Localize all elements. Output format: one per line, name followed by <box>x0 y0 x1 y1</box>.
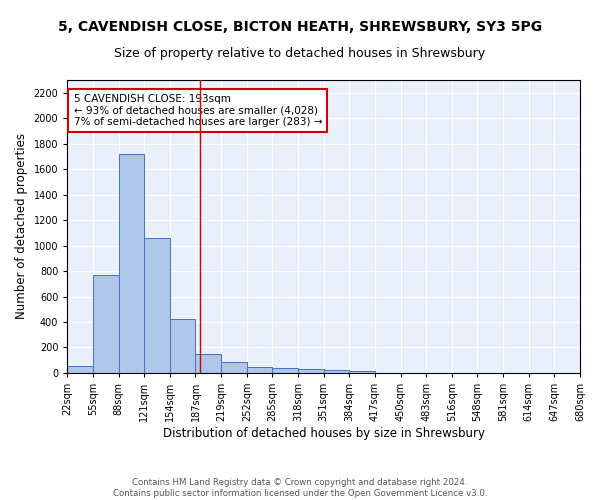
Bar <box>323 370 349 373</box>
Bar <box>349 370 375 373</box>
Bar <box>67 366 93 373</box>
Bar <box>298 369 323 373</box>
Text: Contains HM Land Registry data © Crown copyright and database right 2024.
Contai: Contains HM Land Registry data © Crown c… <box>113 478 487 498</box>
Y-axis label: Number of detached properties: Number of detached properties <box>15 134 28 320</box>
Bar <box>170 320 196 373</box>
Bar <box>221 362 247 373</box>
Bar <box>93 275 119 373</box>
Text: 5 CAVENDISH CLOSE: 193sqm
← 93% of detached houses are smaller (4,028)
7% of sem: 5 CAVENDISH CLOSE: 193sqm ← 93% of detac… <box>74 94 322 127</box>
Bar <box>272 368 298 373</box>
Bar <box>144 238 170 373</box>
Bar <box>196 354 221 373</box>
Bar <box>119 154 144 373</box>
Text: Size of property relative to detached houses in Shrewsbury: Size of property relative to detached ho… <box>115 48 485 60</box>
Bar <box>247 367 272 373</box>
X-axis label: Distribution of detached houses by size in Shrewsbury: Distribution of detached houses by size … <box>163 427 485 440</box>
Text: 5, CAVENDISH CLOSE, BICTON HEATH, SHREWSBURY, SY3 5PG: 5, CAVENDISH CLOSE, BICTON HEATH, SHREWS… <box>58 20 542 34</box>
